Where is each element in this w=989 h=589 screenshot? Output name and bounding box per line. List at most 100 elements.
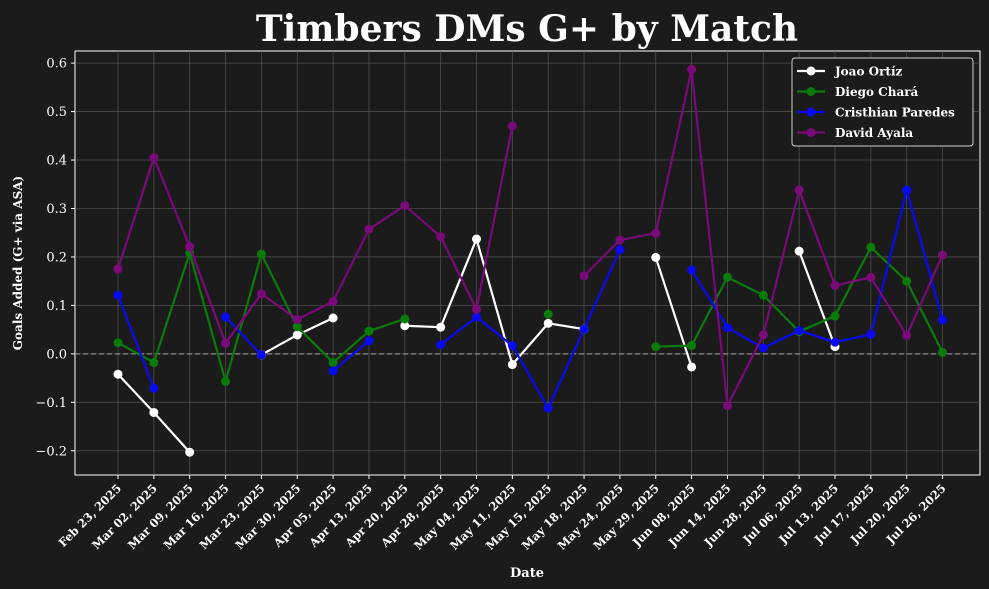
y-tick-label: 0.1 <box>46 299 67 314</box>
data-point <box>292 322 302 332</box>
data-point <box>328 358 338 368</box>
x-axis-label: Date <box>510 566 544 581</box>
data-point <box>400 321 410 331</box>
legend-marker <box>806 87 816 96</box>
data-point <box>938 250 948 260</box>
data-series <box>113 64 948 457</box>
data-point <box>185 447 195 457</box>
data-point <box>149 383 159 393</box>
series-line <box>116 294 155 389</box>
legend-marker <box>806 66 816 76</box>
data-point <box>902 330 912 340</box>
chart-title: Timbers DMs G+ by Match <box>256 8 798 50</box>
legend-label: Joao Ortíz <box>834 65 903 79</box>
x-tick-label: Jun 14, 2025 <box>665 481 734 550</box>
data-point <box>472 312 481 322</box>
data-point <box>866 329 876 339</box>
data-point <box>758 290 768 300</box>
legend-item: Diego Chará <box>797 85 919 99</box>
data-point <box>830 337 840 347</box>
data-point <box>687 64 697 74</box>
data-point <box>687 362 697 372</box>
legend-label: David Ayala <box>835 126 913 140</box>
data-point <box>543 403 553 413</box>
data-point <box>507 341 517 351</box>
data-point <box>113 290 123 300</box>
legend-marker <box>806 107 816 117</box>
data-point <box>364 224 374 234</box>
data-point <box>830 311 840 321</box>
data-point <box>651 228 661 238</box>
series-line <box>690 188 944 350</box>
data-point <box>615 235 625 245</box>
data-point <box>758 343 768 353</box>
series-line <box>798 250 837 347</box>
data-point <box>256 350 266 360</box>
series-line <box>116 125 514 345</box>
data-point <box>722 272 732 282</box>
data-point <box>328 297 338 307</box>
x-tick-label: Jun 08, 2025 <box>629 481 698 550</box>
y-tick-label: 0.0 <box>46 347 67 362</box>
data-point <box>794 326 804 336</box>
data-point <box>866 272 876 282</box>
series-line <box>332 339 370 372</box>
data-point <box>436 340 446 350</box>
data-point <box>328 366 338 376</box>
series-line <box>654 257 693 368</box>
data-point <box>113 338 123 348</box>
y-tick-label: 0.3 <box>46 202 67 217</box>
data-point <box>722 323 732 333</box>
data-point <box>185 242 195 252</box>
data-point <box>938 315 948 325</box>
series-line <box>439 249 621 410</box>
data-point <box>543 318 553 328</box>
data-point <box>221 376 231 386</box>
data-point <box>149 153 159 163</box>
data-point <box>256 289 266 299</box>
x-tick-label: Apr 05, 2025 <box>270 481 339 550</box>
data-point <box>722 401 732 411</box>
y-axis-label: Goals Added (G+ via ASA) <box>11 176 25 350</box>
data-point <box>113 369 123 379</box>
series-david-ayala <box>113 64 948 411</box>
series-joao-ort-z <box>113 234 840 457</box>
y-tick-label: 0.2 <box>46 250 67 265</box>
data-point <box>794 185 804 195</box>
data-point <box>472 234 481 244</box>
data-point <box>687 265 697 275</box>
legend-box <box>791 57 974 147</box>
data-point <box>400 201 410 211</box>
data-point <box>472 304 481 314</box>
x-tick-label: Apr 13, 2025 <box>306 481 375 550</box>
data-point <box>866 242 876 252</box>
x-tick-label: Apr 28, 2025 <box>377 481 446 550</box>
y-tick-label: 0.4 <box>46 154 67 169</box>
data-point <box>328 313 338 323</box>
y-tick-label: −0.2 <box>35 444 67 459</box>
data-point <box>436 322 446 332</box>
data-point <box>615 245 625 255</box>
data-point <box>579 271 589 281</box>
data-point <box>830 281 840 291</box>
data-point <box>364 336 374 346</box>
data-point <box>221 338 231 348</box>
x-tick-label: Feb 23, 2025 <box>56 481 125 550</box>
data-point <box>687 341 697 351</box>
data-point <box>221 312 231 322</box>
data-point <box>902 276 912 286</box>
data-point <box>292 314 302 324</box>
series-cristhian-paredes <box>113 185 948 413</box>
x-tick-label: Jun 28, 2025 <box>701 481 770 550</box>
data-point <box>507 121 517 131</box>
data-point <box>651 342 661 352</box>
legend-label: Diego Chará <box>835 85 919 99</box>
data-point <box>292 330 302 340</box>
data-point <box>256 249 266 259</box>
series-line <box>404 237 585 366</box>
data-point <box>758 330 768 340</box>
series-line <box>224 316 263 356</box>
